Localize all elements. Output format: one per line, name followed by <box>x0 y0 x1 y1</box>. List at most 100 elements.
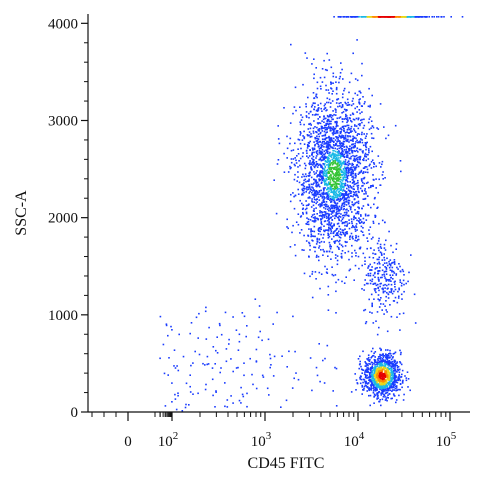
event-dot <box>383 126 385 128</box>
event-dot <box>330 173 332 176</box>
event-dot <box>313 171 315 173</box>
event-dot <box>330 120 332 123</box>
event-dot <box>377 191 379 194</box>
event-dot <box>316 374 319 377</box>
event-dot <box>340 102 342 104</box>
event-dot <box>330 207 332 209</box>
event-dot <box>325 205 327 208</box>
event-dot <box>401 386 403 389</box>
event-dot <box>309 357 312 359</box>
event-dot <box>289 165 291 168</box>
event-dot <box>376 267 378 269</box>
event-dot <box>394 351 397 354</box>
event-dot <box>345 194 347 196</box>
event-dot <box>339 181 342 183</box>
event-dot <box>359 360 361 363</box>
event-dot <box>383 355 386 357</box>
event-dot <box>292 315 294 318</box>
event-dot <box>176 365 178 367</box>
event-dot <box>344 240 347 243</box>
event-dot <box>358 247 361 250</box>
event-dot <box>361 181 364 184</box>
event-dot <box>343 205 345 208</box>
event-dot <box>337 125 339 127</box>
event-dot <box>237 349 240 351</box>
event-dot <box>257 336 260 339</box>
event-dot <box>360 215 362 217</box>
event-dot <box>382 303 385 305</box>
event-dot <box>323 146 325 148</box>
event-dot <box>357 133 359 135</box>
event-dot <box>367 121 370 124</box>
event-dot <box>342 176 344 179</box>
event-dot <box>313 120 315 122</box>
event-dot <box>332 133 334 136</box>
event-dot <box>309 140 311 143</box>
event-dot <box>320 228 322 231</box>
event-dot <box>321 172 324 174</box>
event-dot <box>396 379 398 381</box>
event-dot <box>400 351 402 354</box>
event-dot <box>390 288 392 290</box>
event-dot <box>289 200 292 203</box>
event-dot <box>327 127 330 129</box>
event-dot <box>307 156 310 159</box>
event-dot <box>365 368 368 371</box>
event-dot <box>362 205 365 207</box>
event-dot <box>318 245 321 247</box>
event-dot <box>374 216 377 218</box>
event-dot <box>330 127 332 130</box>
event-dot <box>398 368 401 371</box>
event-dot <box>394 383 396 385</box>
event-dot <box>354 169 356 171</box>
event-dot <box>293 163 296 166</box>
event-dot <box>334 150 337 153</box>
event-dot <box>300 147 302 150</box>
event-dot <box>318 238 321 240</box>
event-dot <box>399 388 401 391</box>
event-dot <box>331 238 333 240</box>
event-dot <box>381 381 383 384</box>
event-dot <box>379 285 381 288</box>
event-dot <box>330 204 333 206</box>
event-dot <box>377 358 379 360</box>
event-dot <box>319 76 322 79</box>
event-dot <box>343 282 346 284</box>
event-dot <box>330 137 333 140</box>
event-dot <box>347 185 350 187</box>
event-dot <box>334 159 336 162</box>
event-dot <box>358 367 360 370</box>
event-dot <box>386 362 388 364</box>
event-dot <box>381 377 384 380</box>
event-dot <box>360 214 362 216</box>
event-dot <box>400 293 403 296</box>
event-dot <box>384 177 386 179</box>
event-dot <box>337 105 339 108</box>
event-dot <box>318 343 320 345</box>
event-dot <box>308 155 311 157</box>
event-dot <box>165 324 168 327</box>
event-dot <box>317 164 320 166</box>
event-dot <box>398 288 400 291</box>
event-dot <box>352 146 355 148</box>
event-dot <box>339 239 341 242</box>
event-dot <box>353 188 355 191</box>
event-dot <box>328 154 330 157</box>
event-dot <box>336 148 339 150</box>
event-dot <box>330 146 332 148</box>
event-dot <box>394 362 397 365</box>
event-dot <box>393 281 396 283</box>
event-dot <box>322 170 324 173</box>
event-dot <box>359 141 361 144</box>
event-dot <box>341 221 344 224</box>
event-dot <box>334 184 336 186</box>
event-dot <box>346 163 348 166</box>
event-dot <box>351 152 354 154</box>
event-dot <box>204 310 207 313</box>
event-dot <box>348 150 350 152</box>
event-dot <box>400 284 403 287</box>
event-dot <box>349 206 352 209</box>
event-dot <box>377 383 380 385</box>
event-dot <box>168 357 170 359</box>
event-dot <box>294 254 297 257</box>
